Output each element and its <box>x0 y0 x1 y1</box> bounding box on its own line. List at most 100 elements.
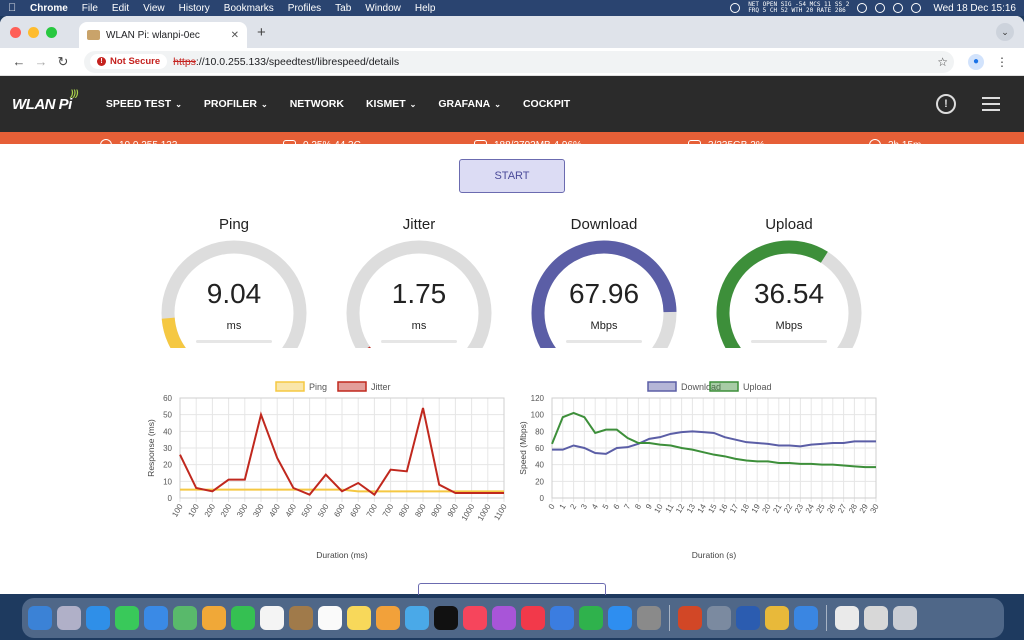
tab-search-chevron-icon[interactable]: ⌄ <box>996 23 1014 41</box>
start-button[interactable]: START <box>459 159 565 193</box>
nav-grafana[interactable]: GRAFANA ⌄ <box>438 98 501 110</box>
finder-icon[interactable] <box>28 606 52 630</box>
menu-file[interactable]: File <box>81 2 98 14</box>
legend-label[interactable]: Upload <box>743 382 772 392</box>
nav-network[interactable]: NETWORK <box>290 98 344 110</box>
y-tick-label: 30 <box>163 444 172 453</box>
nav-kismet[interactable]: KISMET ⌄ <box>366 98 416 110</box>
network-status[interactable]: NET OPEN SIG -54 MCS 11 SS 2 FRQ 5 CH 52… <box>748 2 849 14</box>
music-icon[interactable] <box>463 606 487 630</box>
menu-bookmarks[interactable]: Bookmarks <box>223 2 274 14</box>
url-input[interactable]: ! Not Secure https://10.0.255.133/speedt… <box>84 50 954 73</box>
tab-close-icon[interactable]: ✕ <box>230 29 239 41</box>
wifi-icon[interactable] <box>893 3 904 13</box>
back-arrow-icon[interactable]: ← <box>12 54 26 69</box>
info-icon[interactable]: ! <box>936 94 956 114</box>
apple-tv-icon[interactable] <box>434 606 458 630</box>
app-store-icon[interactable] <box>608 606 632 630</box>
dock <box>22 598 1004 638</box>
nav-profiler[interactable]: PROFILER ⌄ <box>204 98 268 110</box>
mail-icon[interactable] <box>144 606 168 630</box>
legend-swatch[interactable] <box>647 381 677 392</box>
battery-icon[interactable] <box>875 3 886 13</box>
menu-window[interactable]: Window <box>365 2 401 14</box>
legend-swatch[interactable] <box>275 381 305 392</box>
bookmark-star-icon[interactable]: ☆ <box>937 54 948 69</box>
x-tick-label: 19 <box>750 502 763 515</box>
legend-swatch[interactable] <box>709 381 739 392</box>
x-tick-label: 22 <box>782 502 795 515</box>
safari-icon[interactable] <box>86 606 110 630</box>
network-line-2: FRQ 5 CH 52 WTH 20 RATE 286 <box>748 7 846 14</box>
menu-profiles[interactable]: Profiles <box>287 2 322 14</box>
podcasts-icon[interactable] <box>492 606 516 630</box>
search-icon[interactable] <box>911 3 922 13</box>
menu-app-name[interactable]: Chrome <box>30 2 68 14</box>
numbers-icon[interactable] <box>579 606 603 630</box>
app-navbar: WLAN Pi))) SPEED TEST ⌄ PROFILER ⌄ NETWORK… <box>0 76 1024 132</box>
close-window-button[interactable] <box>10 26 21 38</box>
details-button[interactable] <box>418 583 606 595</box>
menu-edit[interactable]: Edit <box>111 2 130 14</box>
gauge-value: 1.75 <box>391 278 447 309</box>
wlanpi-logo[interactable]: WLAN Pi))) <box>12 88 78 113</box>
facetime-icon[interactable] <box>231 606 255 630</box>
system-settings-icon[interactable] <box>637 606 661 630</box>
legend-swatch[interactable] <box>337 381 367 392</box>
nav-cockpit[interactable]: COCKPIT <box>523 98 570 110</box>
forward-arrow-icon[interactable]: → <box>34 54 48 69</box>
chrome-icon[interactable] <box>765 606 789 630</box>
new-tab-button[interactable]: + <box>257 23 266 41</box>
gauge-unit: Mbps <box>590 320 618 332</box>
legend-label[interactable]: Ping <box>309 382 327 392</box>
x-tick-label: 30 <box>868 502 881 515</box>
maps-icon[interactable] <box>173 606 197 630</box>
reload-icon[interactable]: ↻ <box>57 53 69 69</box>
gauge-value: 67.96 <box>568 278 640 309</box>
minimize-window-button[interactable] <box>28 26 39 38</box>
keynote-icon[interactable] <box>550 606 574 630</box>
x-axis-label: Duration (s) <box>692 550 737 560</box>
profile-avatar-icon[interactable]: ● <box>968 53 984 70</box>
menu-help[interactable]: Help <box>414 2 436 14</box>
calendar-icon[interactable] <box>260 606 284 630</box>
freeform-icon[interactable] <box>376 606 400 630</box>
trash-icon[interactable] <box>893 606 917 630</box>
settings-sliders-icon[interactable] <box>982 95 1000 113</box>
tab-wlanpi[interactable]: WLAN Pi: wlanpi-0ec ✕ <box>79 22 247 48</box>
nav-speed-test[interactable]: SPEED TEST ⌄ <box>106 98 182 110</box>
photos-icon[interactable] <box>202 606 226 630</box>
messages-icon[interactable] <box>115 606 139 630</box>
security-chip[interactable]: ! Not Secure <box>90 54 168 69</box>
clock[interactable]: Wed 18 Dec 15:16 <box>933 2 1016 14</box>
wireshark-icon[interactable] <box>405 606 429 630</box>
menu-tab[interactable]: Tab <box>335 2 352 14</box>
notes-icon[interactable] <box>347 606 371 630</box>
legend-label[interactable]: Jitter <box>371 382 391 392</box>
tab-bar: WLAN Pi: wlanpi-0ec ✕ + ⌄ <box>0 16 1024 48</box>
safari-alt-icon[interactable] <box>794 606 818 630</box>
y-tick-label: 20 <box>535 477 544 486</box>
legend-label[interactable]: Download <box>681 382 721 392</box>
apple-icon[interactable]:  <box>8 2 20 14</box>
powerpoint-icon[interactable] <box>678 606 702 630</box>
chevron-down-icon: ⌄ <box>260 99 268 109</box>
grammarly-icon[interactable] <box>730 3 741 13</box>
chevron-down-icon: ⌄ <box>494 99 501 109</box>
document-icon[interactable] <box>835 606 859 630</box>
preview-icon[interactable] <box>707 606 731 630</box>
downloads-icon[interactable] <box>864 606 888 630</box>
menu-history[interactable]: History <box>178 2 210 14</box>
launchpad-icon[interactable] <box>57 606 81 630</box>
word-icon[interactable] <box>736 606 760 630</box>
news-icon[interactable] <box>521 606 545 630</box>
address-bar: ← → ↻ ! Not Secure https://10.0.255.133/… <box>0 48 1024 76</box>
gauge-track <box>161 240 307 348</box>
control-center-icon[interactable] <box>857 3 868 13</box>
x-tick-label: 900 <box>429 502 444 519</box>
menu-view[interactable]: View <box>143 2 165 14</box>
more-menu-icon[interactable]: ⋮ <box>996 54 1008 69</box>
reminders-icon[interactable] <box>318 606 342 630</box>
zoom-window-button[interactable] <box>46 26 57 38</box>
contacts-icon[interactable] <box>289 606 313 630</box>
